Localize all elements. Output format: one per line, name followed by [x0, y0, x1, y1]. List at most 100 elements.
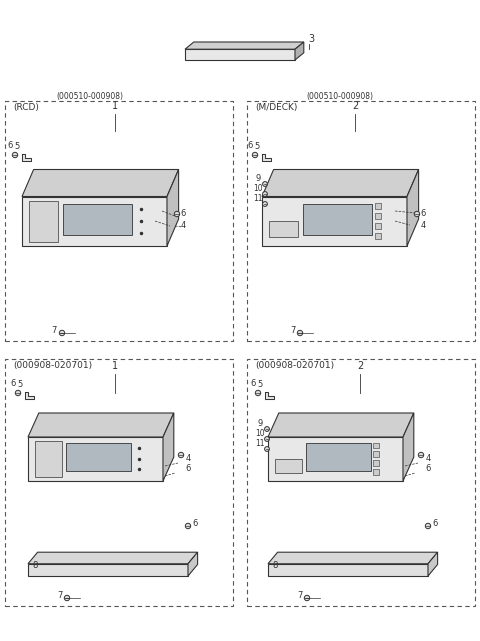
FancyBboxPatch shape — [268, 437, 403, 481]
Text: 2: 2 — [357, 361, 363, 371]
Text: 1: 1 — [112, 361, 118, 371]
Polygon shape — [403, 413, 414, 481]
Text: 5: 5 — [257, 380, 263, 389]
Text: 11: 11 — [255, 439, 265, 448]
Text: 5: 5 — [17, 380, 23, 389]
FancyBboxPatch shape — [373, 469, 379, 474]
FancyBboxPatch shape — [35, 441, 62, 477]
Text: 10: 10 — [253, 184, 263, 193]
FancyBboxPatch shape — [28, 564, 188, 576]
Circle shape — [252, 153, 258, 158]
Text: 7: 7 — [51, 326, 57, 335]
FancyBboxPatch shape — [275, 458, 302, 473]
Polygon shape — [25, 392, 34, 399]
FancyBboxPatch shape — [375, 233, 381, 239]
Polygon shape — [262, 154, 271, 161]
Text: 6: 6 — [425, 464, 431, 473]
Polygon shape — [407, 169, 419, 246]
Circle shape — [64, 595, 70, 601]
Text: (RCD): (RCD) — [13, 103, 39, 112]
Polygon shape — [167, 169, 179, 246]
Circle shape — [185, 523, 191, 529]
Polygon shape — [428, 552, 438, 576]
Circle shape — [264, 447, 269, 451]
Text: 6: 6 — [180, 209, 186, 218]
FancyBboxPatch shape — [306, 444, 371, 471]
FancyBboxPatch shape — [28, 437, 163, 481]
Circle shape — [15, 390, 21, 395]
Text: 7: 7 — [57, 591, 63, 600]
Circle shape — [263, 181, 267, 187]
Text: (000908-020701): (000908-020701) — [13, 361, 92, 370]
Text: (000510-000908): (000510-000908) — [307, 92, 373, 101]
Text: 5: 5 — [14, 142, 20, 151]
FancyBboxPatch shape — [66, 444, 131, 471]
Polygon shape — [28, 552, 198, 564]
Text: 4: 4 — [180, 221, 186, 230]
Polygon shape — [268, 413, 414, 437]
FancyBboxPatch shape — [262, 197, 407, 246]
Text: 6: 6 — [432, 519, 438, 528]
Circle shape — [255, 390, 261, 395]
Text: 10: 10 — [255, 429, 265, 438]
Polygon shape — [22, 154, 31, 161]
FancyBboxPatch shape — [62, 204, 132, 235]
Circle shape — [178, 453, 184, 458]
Polygon shape — [185, 42, 304, 49]
Text: 6: 6 — [250, 379, 256, 388]
FancyBboxPatch shape — [268, 564, 428, 576]
Circle shape — [60, 330, 65, 336]
Text: 1: 1 — [112, 101, 118, 111]
Polygon shape — [268, 552, 438, 564]
Polygon shape — [262, 169, 419, 197]
Text: 6: 6 — [420, 209, 426, 218]
Polygon shape — [188, 552, 198, 576]
Circle shape — [304, 595, 310, 601]
FancyBboxPatch shape — [375, 213, 381, 219]
Circle shape — [12, 153, 18, 158]
Text: 3: 3 — [309, 34, 315, 44]
FancyBboxPatch shape — [373, 442, 379, 448]
Text: 8: 8 — [32, 561, 38, 570]
Text: 6: 6 — [185, 464, 191, 473]
Text: 4: 4 — [185, 454, 191, 463]
FancyBboxPatch shape — [375, 203, 381, 209]
Circle shape — [264, 427, 269, 431]
Circle shape — [418, 453, 424, 458]
Text: 7: 7 — [297, 591, 303, 600]
FancyBboxPatch shape — [185, 49, 295, 60]
Circle shape — [297, 330, 303, 336]
Circle shape — [263, 202, 267, 206]
Circle shape — [263, 192, 267, 196]
Text: (M/DECK): (M/DECK) — [255, 103, 298, 112]
Polygon shape — [163, 413, 174, 481]
Text: 7: 7 — [290, 326, 296, 335]
Text: 5: 5 — [254, 142, 260, 151]
Text: 4: 4 — [420, 221, 426, 230]
Text: 11: 11 — [253, 194, 263, 203]
Circle shape — [414, 212, 420, 217]
Text: 9: 9 — [257, 419, 263, 428]
Polygon shape — [22, 169, 179, 197]
FancyBboxPatch shape — [29, 201, 58, 242]
Text: 6: 6 — [192, 519, 198, 528]
Circle shape — [264, 437, 269, 442]
Text: (000510-000908): (000510-000908) — [57, 92, 123, 101]
Circle shape — [174, 212, 180, 217]
FancyBboxPatch shape — [269, 221, 298, 237]
Text: 2: 2 — [352, 101, 358, 111]
Text: 4: 4 — [425, 454, 431, 463]
FancyBboxPatch shape — [373, 460, 379, 466]
Text: (000908-020701): (000908-020701) — [255, 361, 334, 370]
FancyBboxPatch shape — [375, 222, 381, 229]
Text: 6: 6 — [247, 141, 252, 150]
FancyBboxPatch shape — [373, 451, 379, 457]
Text: 9: 9 — [255, 174, 261, 183]
Text: 8: 8 — [272, 561, 278, 570]
Polygon shape — [295, 42, 304, 60]
Polygon shape — [265, 392, 274, 399]
Text: 6: 6 — [10, 379, 16, 388]
Polygon shape — [28, 413, 174, 437]
Text: 6: 6 — [7, 141, 12, 150]
Circle shape — [425, 523, 431, 529]
